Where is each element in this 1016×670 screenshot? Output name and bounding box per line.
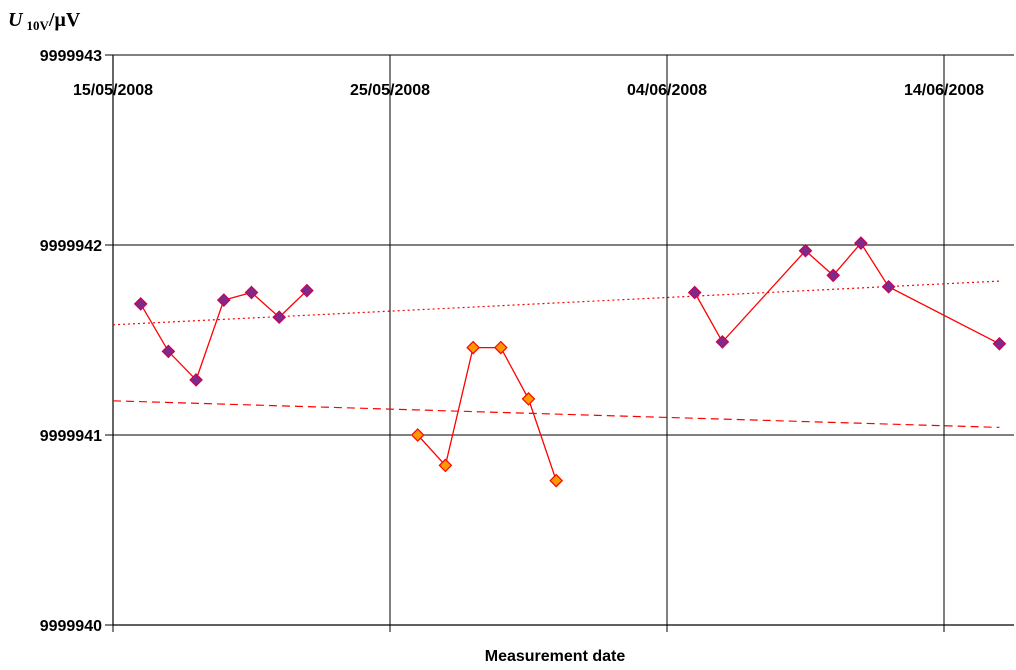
y-tick-label: 9999941 — [40, 428, 102, 445]
y-tick-label: 9999940 — [40, 618, 102, 635]
y-axis-unit: /µV — [48, 9, 81, 31]
tick-labels: 9999943 9999942 9999941 9999940 15/05/2008 25… — [40, 48, 984, 635]
trend-line-dotted — [112, 280, 1000, 326]
data-point-marker — [549, 473, 564, 488]
x-tick-label: 14/06/2008 — [904, 82, 984, 99]
x-tick-label: 04/06/2008 — [627, 82, 707, 99]
trend-lines — [112, 280, 1000, 428]
x-tick-label: 15/05/2008 — [73, 82, 153, 99]
data-point-marker — [410, 428, 425, 442]
series-line — [694, 242, 1000, 345]
y-axis-title: U 10V/µV — [8, 9, 81, 33]
data-point-marker — [798, 243, 813, 258]
data-point-marker — [161, 344, 176, 359]
data-point-marker — [854, 236, 868, 250]
y-axis-subscript: 10V — [26, 18, 49, 33]
data-point-marker — [133, 297, 148, 311]
grid — [105, 54, 1014, 632]
data-point-marker — [687, 285, 702, 300]
data-markers — [133, 236, 1007, 488]
trend-line-dashed — [112, 400, 1000, 428]
data-point-marker — [244, 285, 259, 300]
data-point-marker — [438, 458, 453, 473]
x-tick-label: 25/05/2008 — [350, 82, 430, 99]
data-point-marker — [272, 310, 287, 325]
data-point-marker — [881, 279, 896, 294]
x-axis-title: Measurement date — [485, 648, 626, 665]
data-point-marker — [493, 340, 508, 355]
data-point-marker — [826, 268, 841, 283]
y-tick-label: 9999942 — [40, 238, 102, 255]
y-tick-label: 9999943 — [40, 48, 102, 65]
data-point-marker — [300, 283, 314, 298]
data-point-marker — [521, 392, 536, 406]
data-point-marker — [216, 293, 231, 307]
y-axis-symbol: U — [8, 9, 24, 31]
data-series — [140, 242, 1000, 481]
data-point-marker — [715, 335, 730, 349]
series-line — [417, 346, 557, 481]
data-point-marker — [992, 336, 1007, 351]
data-point-marker — [466, 340, 480, 355]
data-point-marker — [189, 373, 203, 387]
